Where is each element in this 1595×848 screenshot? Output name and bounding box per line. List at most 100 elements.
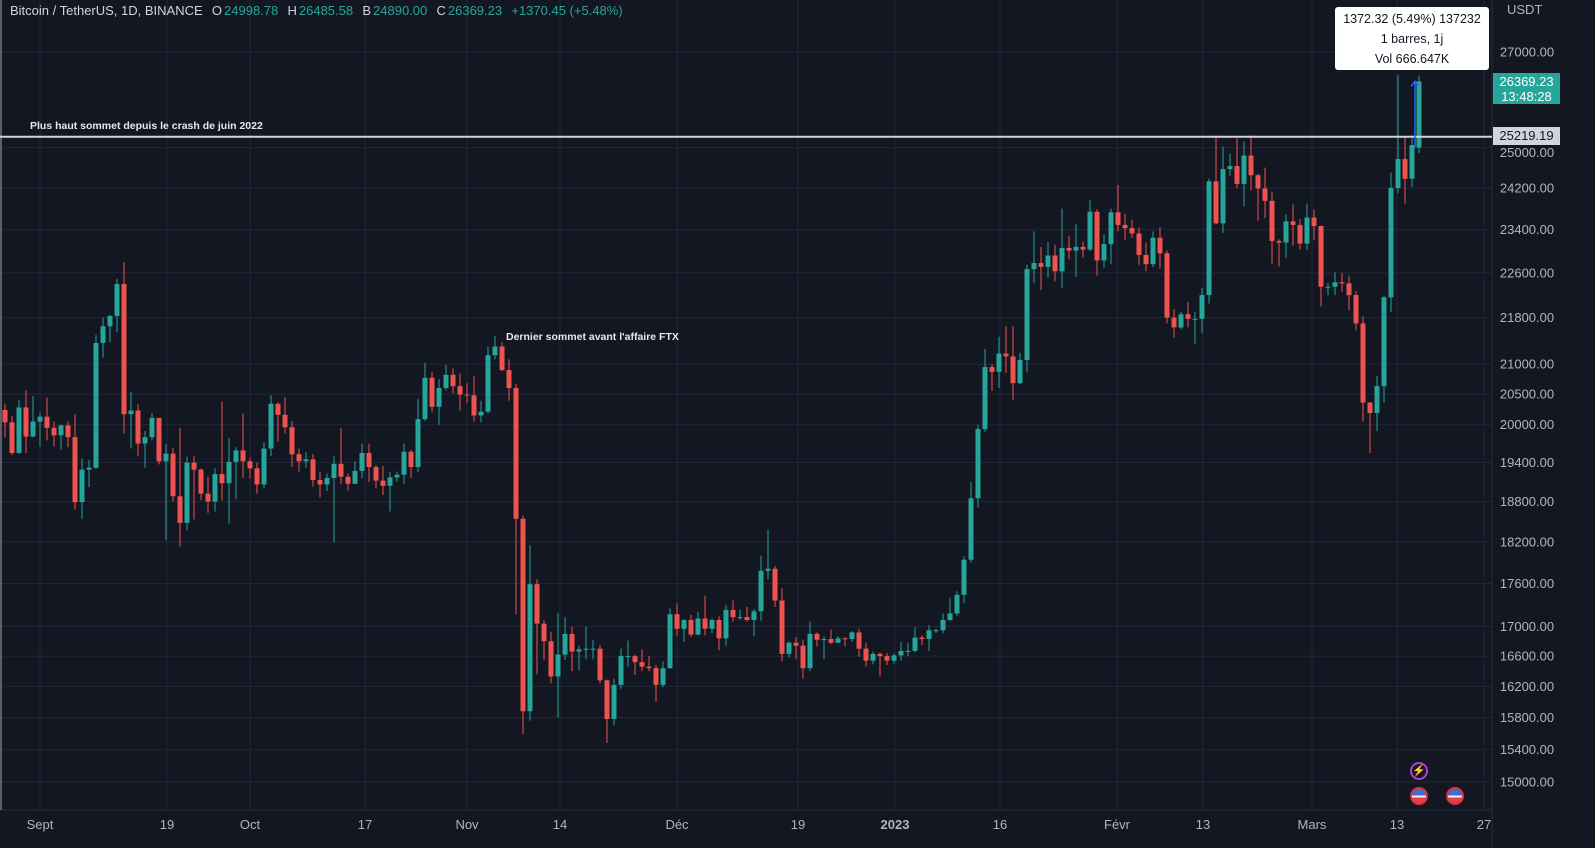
candle	[583, 626, 589, 660]
candle-body	[1283, 221, 1289, 243]
x-tick-label: Févr	[1104, 817, 1131, 832]
annotation-ftx[interactable]: Dernier sommet avant l'affaire FTX	[506, 331, 679, 343]
candle-body	[485, 355, 491, 412]
candle-body	[310, 459, 316, 480]
us-flag-event-icon[interactable]	[1446, 787, 1464, 805]
candle-body	[1059, 247, 1065, 272]
candle-body	[1409, 145, 1415, 179]
candle-body	[450, 374, 456, 387]
x-tick-label: 19	[791, 817, 805, 832]
candle-body	[1367, 402, 1373, 413]
candle	[1122, 213, 1128, 240]
candle-body	[1339, 282, 1345, 284]
last-price: 26369.23	[1499, 74, 1554, 89]
annotation-top-line[interactable]: Plus haut sommet depuis le crash de juin…	[30, 120, 263, 132]
candle-body	[947, 613, 953, 620]
candle	[1339, 272, 1345, 292]
candle	[58, 424, 64, 450]
candle	[499, 342, 505, 372]
candle	[954, 591, 960, 616]
candle-body	[744, 617, 750, 620]
candle	[933, 628, 939, 634]
candle-body	[576, 649, 582, 652]
candle-body	[1143, 254, 1149, 265]
lightning-event-icon[interactable]: ⚡	[1410, 762, 1428, 780]
candle-body	[968, 498, 974, 560]
y-tick-label: 19400.00	[1500, 455, 1554, 470]
candle	[443, 364, 449, 391]
candle	[1059, 208, 1065, 289]
candle	[975, 424, 981, 508]
candle-body	[58, 425, 64, 436]
candle	[1374, 376, 1380, 431]
candle-body	[989, 367, 995, 372]
close-label: C	[436, 3, 446, 18]
candle-body	[184, 462, 190, 523]
candle	[1290, 204, 1296, 246]
high-value: 26485.58	[298, 3, 354, 18]
candle-body	[1395, 159, 1401, 188]
candle	[821, 636, 827, 660]
low-value: 24890.00	[373, 3, 428, 18]
y-tick-label: 20000.00	[1500, 417, 1554, 432]
candle-body	[1255, 175, 1261, 189]
candle-body	[1220, 169, 1226, 224]
candle	[219, 401, 225, 501]
candle-body	[457, 386, 463, 395]
candle-body	[1248, 155, 1254, 176]
candle-body	[520, 518, 526, 712]
candle-body	[408, 451, 414, 468]
x-tick-label: 19	[160, 817, 174, 832]
us-flag-event-icon[interactable]	[1410, 787, 1428, 805]
candle	[898, 641, 904, 661]
x-tick-label: 13	[1390, 817, 1404, 832]
candle-body	[786, 642, 792, 654]
candle-body	[303, 459, 309, 462]
candle-body	[1262, 188, 1268, 201]
candle	[597, 644, 603, 684]
candle-body	[863, 648, 869, 661]
candle	[926, 625, 932, 651]
candle-body	[121, 283, 127, 415]
candle	[387, 472, 393, 512]
candle-body	[1178, 314, 1184, 328]
candle-body	[618, 656, 624, 685]
candle-body	[107, 315, 113, 327]
currency-unit: USDT	[1507, 2, 1543, 17]
candle-body	[940, 619, 946, 631]
candle-body	[1311, 217, 1317, 227]
candle	[1367, 401, 1373, 453]
candle	[303, 452, 309, 468]
candle-body	[716, 619, 722, 639]
candle-body	[492, 346, 498, 356]
candle	[1248, 135, 1254, 191]
candle-body	[1031, 263, 1037, 270]
candle	[464, 383, 470, 404]
candle-body	[996, 353, 1002, 372]
y-tick-label: 18800.00	[1500, 494, 1554, 509]
candle	[555, 612, 561, 718]
candle-body	[884, 656, 890, 661]
x-tick-label: 17	[358, 817, 372, 832]
candle-body	[1122, 224, 1128, 229]
candle-body	[772, 568, 778, 601]
candle	[667, 608, 673, 669]
candle-body	[835, 638, 841, 643]
candle-body	[499, 346, 505, 371]
change-value: +1370.45 (+5.48%)	[511, 3, 623, 18]
candle	[772, 565, 778, 607]
candle	[940, 613, 946, 634]
candle-body	[1066, 247, 1072, 251]
candle	[121, 261, 127, 434]
candle	[282, 397, 288, 434]
candle-body	[261, 448, 267, 485]
candle-body	[926, 630, 932, 640]
candle-body	[464, 394, 470, 396]
candle	[366, 443, 372, 482]
candle	[1388, 172, 1394, 313]
candle-body	[86, 467, 92, 470]
candle-body	[254, 468, 260, 485]
candle-body	[1108, 212, 1114, 245]
candle	[842, 636, 848, 647]
